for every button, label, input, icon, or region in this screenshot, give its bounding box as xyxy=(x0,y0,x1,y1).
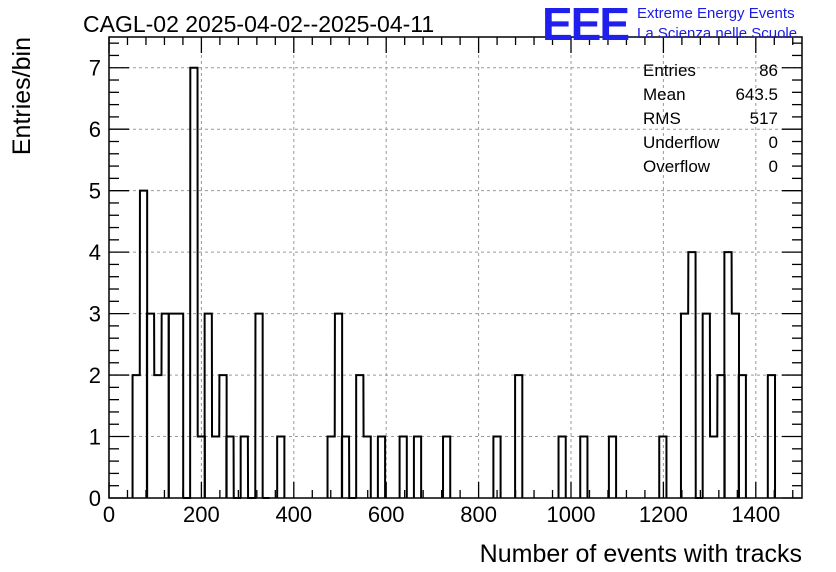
histogram-bin xyxy=(710,437,717,498)
y-tick-label: 2 xyxy=(89,363,101,388)
histogram-bin xyxy=(356,375,363,498)
histogram-bin xyxy=(515,375,522,498)
stats-value: 86 xyxy=(759,61,778,80)
x-tick-label: 1200 xyxy=(639,502,688,527)
histogram-bin xyxy=(580,437,587,498)
histogram-bin xyxy=(277,437,284,498)
stats-value: 0 xyxy=(769,133,778,152)
histogram-bin xyxy=(162,314,169,498)
histogram-bin xyxy=(147,314,154,498)
stats-value: 517 xyxy=(750,109,778,128)
y-tick-label: 6 xyxy=(89,117,101,142)
x-tick-label: 600 xyxy=(368,502,405,527)
histogram-bin xyxy=(609,437,616,498)
histogram-bin xyxy=(732,314,739,498)
histogram-bin xyxy=(688,252,695,498)
y-axis-title: Entries/bin xyxy=(8,37,36,155)
y-tick-label: 3 xyxy=(89,302,101,327)
histogram-bin xyxy=(724,252,731,498)
histogram-bin xyxy=(378,437,385,498)
y-tick-label: 1 xyxy=(89,425,101,450)
plot-frame xyxy=(108,36,803,499)
histogram-bin xyxy=(443,437,450,498)
stats-value: 643.5 xyxy=(735,85,778,104)
histogram-bin xyxy=(768,375,775,498)
logo-line-1: Extreme Energy Events xyxy=(637,5,795,22)
histogram-bin xyxy=(342,437,349,498)
histogram-bin xyxy=(154,375,161,498)
x-tick-label: 400 xyxy=(275,502,312,527)
stats-label: Mean xyxy=(643,85,686,104)
histogram-bin xyxy=(212,437,219,498)
histogram-bin xyxy=(717,375,724,498)
stats-label: Underflow xyxy=(643,133,720,152)
logo-line-2: La Scienza nelle Scuole xyxy=(637,25,797,42)
axis-ticks xyxy=(108,37,802,499)
stats-label: Entries xyxy=(643,61,696,80)
stats-label: RMS xyxy=(643,109,681,128)
histogram-bin xyxy=(255,314,262,498)
y-tick-label: 0 xyxy=(89,486,101,511)
x-tick-label: 0 xyxy=(103,502,115,527)
histogram-bin xyxy=(169,314,176,498)
stats-value: 0 xyxy=(769,157,778,176)
x-tick-label: 200 xyxy=(183,502,220,527)
histogram-bin xyxy=(328,437,335,498)
histogram-bin xyxy=(205,314,212,498)
histogram-bin xyxy=(190,68,197,498)
histogram-bin xyxy=(226,437,233,498)
histogram-bin xyxy=(140,191,147,498)
histogram-bin xyxy=(703,314,710,498)
histogram-bin xyxy=(739,375,746,498)
histogram-bin xyxy=(559,437,566,498)
tick-labels: 0 200 400 600 800 1000 1200 1400 0 1 2 3 4 5 6 7 xyxy=(89,56,781,527)
y-tick-label: 4 xyxy=(89,240,101,265)
x-tick-label: 1000 xyxy=(547,502,596,527)
x-axis-title: Number of events with tracks xyxy=(480,540,802,568)
x-tick-label: 800 xyxy=(460,502,497,527)
stats-box: Entries 86 Mean 643.5 RMS 517 Underflow 0 Overfl… xyxy=(643,61,778,176)
eee-logo: EEE Extreme Energy Events La Scienza nel… xyxy=(542,0,797,50)
histogram-bin xyxy=(681,314,688,498)
y-tick-label: 5 xyxy=(89,179,101,204)
histogram-bin xyxy=(241,437,248,498)
histogram-bin xyxy=(335,314,342,498)
y-tick-label: 7 xyxy=(89,56,101,81)
histogram-bin xyxy=(400,437,407,498)
histogram-bin xyxy=(364,437,371,498)
histogram-bin xyxy=(493,437,500,498)
chart-title: CAGL-02 2025-04-02--2025-04-11 xyxy=(83,11,434,37)
eee-logo-mark: EEE xyxy=(542,0,628,50)
x-tick-label: 1400 xyxy=(731,502,780,527)
histogram-bin xyxy=(133,375,140,498)
histogram-bin xyxy=(219,375,226,498)
stats-label: Overflow xyxy=(643,157,711,176)
histogram-bin xyxy=(414,437,421,498)
histogram-bin xyxy=(176,314,183,498)
